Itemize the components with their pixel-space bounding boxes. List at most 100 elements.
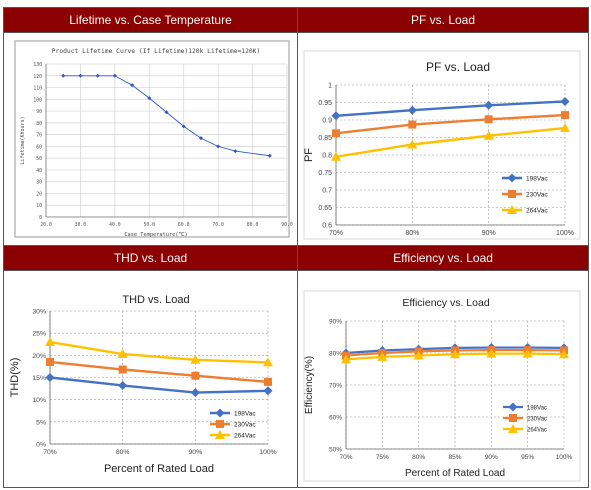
y-tick-label: 0.6 [322, 223, 332, 230]
x-tick-label: 60.0 [178, 222, 190, 228]
x-tick-label: 90% [485, 454, 498, 461]
data-point [112, 73, 117, 78]
x-tick-label: 40.0 [109, 222, 121, 228]
y-tick-label: 120 [33, 74, 42, 80]
chart-title: Product Lifetime Curve (If Lifetime)120k… [52, 48, 261, 55]
data-point [147, 96, 152, 101]
data-point-264Vac [559, 349, 569, 359]
y-tick-label: 10 [36, 203, 42, 209]
y-tick-label: 30% [32, 309, 46, 316]
series-line-198Vac [49, 376, 269, 394]
series-line-264Vac [335, 126, 566, 158]
x-tick-label: 70% [329, 230, 343, 237]
charts-table: Lifetime vs. Case Temperature PF vs. Loa… [3, 7, 589, 488]
legend-marker-198Vac [508, 402, 518, 412]
data-point-264Vac [522, 348, 533, 358]
data-point-264Vac [407, 139, 418, 149]
data-point [61, 73, 66, 78]
header-thd: THD vs. Load [4, 246, 297, 270]
chart-lifetime: Product Lifetime Curve (If Lifetime)120k… [14, 40, 293, 238]
x-tick-label: 70% [43, 449, 57, 456]
y-tick-label: 0.95 [318, 100, 332, 107]
data-point-264Vac [45, 337, 55, 347]
table-divider-horizontal [4, 32, 588, 33]
data-point [78, 73, 83, 78]
data-point-264Vac [117, 349, 128, 359]
data-point-264Vac [483, 130, 494, 140]
series-line-230Vac [49, 360, 269, 384]
data-point-264Vac [331, 151, 341, 161]
data-point-230Vac [46, 357, 54, 366]
legend-marker-264Vac [215, 430, 225, 439]
x-axis-label: Percent of Rated Load [405, 468, 505, 479]
legend-label: 198Vac [526, 176, 548, 183]
y-tick-label: 0.75 [318, 170, 332, 177]
legend-label: 198Vac [234, 411, 256, 418]
chart-frame [303, 290, 581, 482]
data-point [233, 149, 238, 154]
y-tick-label: 50 [36, 156, 42, 162]
y-tick-label: 0 [39, 215, 42, 221]
x-axis-label: Case Temperature(℃) [124, 232, 187, 238]
legend-marker-230Vac [509, 414, 517, 422]
data-point-230Vac [484, 115, 493, 124]
data-point-198Vac [484, 100, 494, 110]
y-tick-label: 90 [36, 109, 42, 115]
y-tick-label: 10% [32, 397, 46, 404]
x-tick-label: 90% [189, 449, 203, 456]
data-point-198Vac [263, 386, 273, 396]
data-point-198Vac [331, 111, 341, 121]
legend-marker-264Vac [508, 424, 518, 433]
x-tick-label: 90.0 [281, 222, 293, 228]
x-tick-label: 30.0 [75, 222, 87, 228]
y-tick-label: 0.7 [322, 188, 332, 195]
legend-marker-264Vac [507, 205, 517, 214]
data-point-230Vac [408, 120, 417, 129]
data-point-264Vac [450, 349, 460, 359]
y-tick-label: 5% [36, 419, 46, 426]
y-tick-label: 0.65 [318, 205, 332, 212]
y-tick-label: 0% [36, 442, 46, 449]
data-point-264Vac [413, 350, 424, 360]
legend-label: 230Vac [234, 422, 256, 429]
legend-label: 264Vac [527, 428, 547, 434]
data-point-198Vac [407, 105, 417, 115]
y-axis-label: PF [303, 148, 315, 162]
y-tick-label: 30 [36, 180, 42, 186]
chart-pf: PF vs. Load 0.6 0.65 0.7 0.75 0.8 0.85 0.9 0.95 1… [303, 50, 581, 240]
x-tick-label: 100% [556, 230, 574, 237]
y-tick-label: 70% [329, 383, 342, 390]
legend-marker-230Vac [508, 190, 516, 198]
table-divider-horizontal [4, 270, 588, 271]
chart-thd: THD vs. Load 0% 5% 10% 15% 20% 25% 30% 70% 80% 90%… [9, 294, 277, 475]
y-tick-label: 80% [329, 351, 342, 358]
y-tick-label: 20% [32, 353, 46, 360]
header-lifetime: Lifetime vs. Case Temperature [4, 8, 297, 32]
y-tick-label: 0.8 [322, 153, 332, 160]
chart-frame [14, 40, 290, 238]
table-divider-vertical [297, 8, 298, 487]
chart-title: PF vs. Load [426, 60, 490, 74]
legend-marker-198Vac [215, 408, 225, 418]
x-tick-label: 80% [412, 454, 425, 461]
y-axis-label: Lifetime(Khours) [20, 116, 26, 164]
y-tick-label: 100 [33, 97, 42, 103]
chart-title: Efficiency vs. Load [402, 297, 490, 309]
y-tick-label: 110 [33, 86, 42, 92]
legend-label: 264Vac [234, 433, 256, 440]
series-line-230Vac [335, 113, 566, 135]
legend-label: 264Vac [526, 208, 548, 215]
y-tick-label: 15% [32, 375, 46, 382]
x-tick-label: 70.0 [212, 222, 224, 228]
data-point-230Vac [332, 129, 340, 138]
y-tick-label: 50% [329, 447, 342, 454]
x-tick-label: 20.0 [40, 222, 52, 228]
legend-label: 230Vac [526, 192, 548, 199]
x-tick-label: 80.0 [247, 222, 259, 228]
x-tick-label: 80% [116, 449, 130, 456]
data-point-264Vac [190, 354, 201, 364]
x-tick-label: 100% [259, 449, 276, 456]
series-line-198Vac [335, 100, 566, 117]
y-tick-label: 0.85 [318, 135, 332, 142]
x-tick-label: 100% [556, 454, 573, 461]
